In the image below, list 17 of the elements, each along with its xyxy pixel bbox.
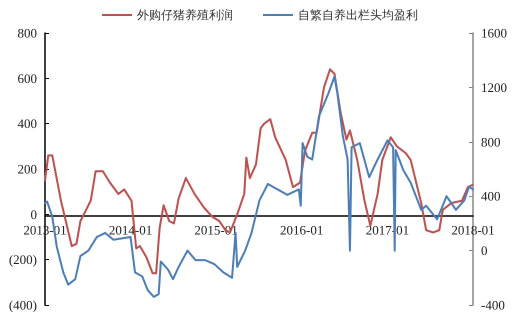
y-tick-label: (400) bbox=[8, 298, 37, 312]
x-tick-label: 2018-01 bbox=[451, 222, 495, 238]
y2-tick-label: 1600 bbox=[481, 26, 507, 40]
y-tick-label: 600 bbox=[18, 70, 37, 86]
y-tick-label: 400 bbox=[18, 116, 37, 132]
legend-label: 外购仔猪养殖利润 bbox=[137, 8, 233, 22]
y-tick-label: 800 bbox=[18, 26, 37, 40]
y2-tick-label: 400 bbox=[481, 188, 500, 204]
legend-label: 自繁自养出栏头均盈利 bbox=[298, 8, 418, 22]
y2-tick-label: 1200 bbox=[481, 80, 507, 95]
y2-tick-label: 0 bbox=[481, 243, 488, 258]
x-tick-label: 2016-01 bbox=[280, 222, 324, 238]
y2-tick-label: -400 bbox=[481, 298, 505, 312]
y-tick-label: (200) bbox=[8, 252, 37, 268]
y-tick-label: 0 bbox=[30, 206, 37, 222]
y-tick-label: 200 bbox=[18, 162, 37, 176]
y2-tick-label: 800 bbox=[481, 134, 500, 150]
